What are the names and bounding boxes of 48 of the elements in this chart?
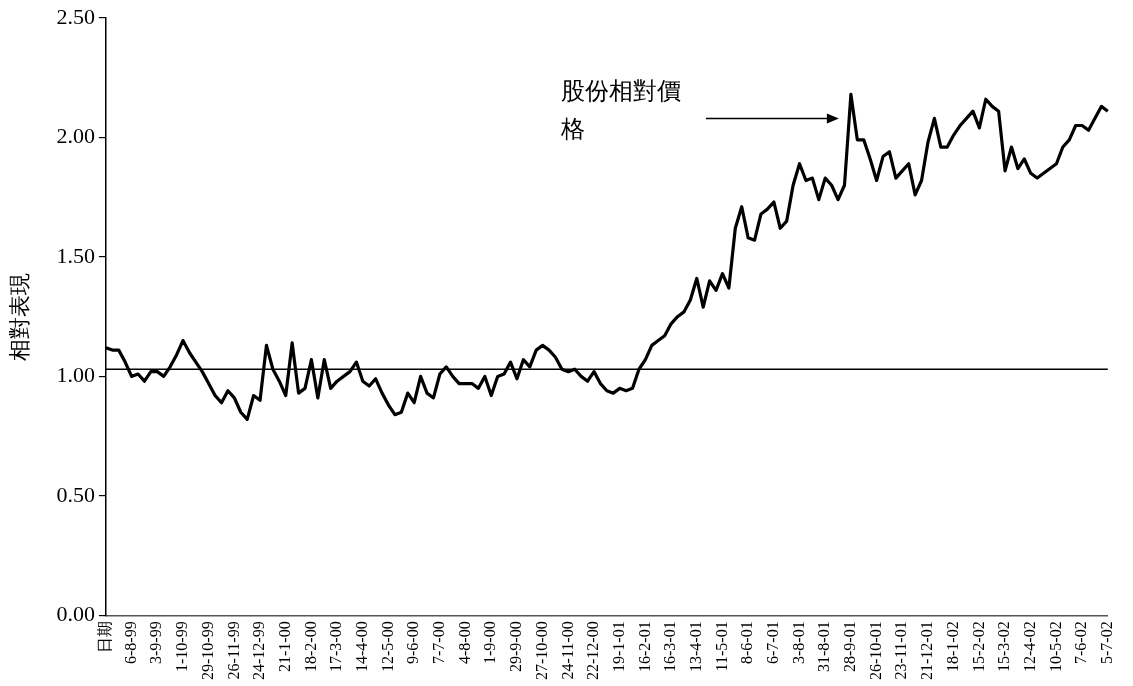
x-tick-label: 6-7-01 [764,621,782,664]
x-tick-label: 22-12-00 [584,621,602,680]
y-tick-label: 1.50 [56,242,95,268]
x-tick-label: 16-2-01 [635,621,653,672]
y-tick-label: 0.00 [56,601,95,627]
x-tick-label: 27-10-00 [532,621,550,680]
y-tick-label: 0.50 [56,481,95,507]
x-tick-label: 14-4-00 [353,621,370,672]
x-tick-label: 29-10-99 [198,621,216,680]
x-tick-label: 6-8-99 [121,621,139,664]
x-tick-label: 21-12-01 [918,621,936,680]
x-tick-label: 18-1-02 [943,621,961,672]
x-tick-label: 28-9-01 [841,621,859,672]
x-tick-label: 18-2-00 [301,621,319,672]
x-tick-label: 15-3-02 [995,621,1013,672]
x-tick-label: 10-5-02 [1046,621,1064,672]
x-tick-label: 23-11-01 [892,621,910,680]
x-tick-label: 31-8-01 [815,621,833,672]
x-tick-label: 7-6-02 [1072,621,1090,664]
x-tick-label: 1-9-00 [481,621,499,664]
x-tick-label: 9-6-00 [404,621,422,664]
x-tick-label: 12-4-02 [1020,621,1038,672]
x-tick-label: 11-5-01 [712,621,730,672]
x-tick-label: 24-12-99 [250,621,268,680]
x-tick-label: 1-10-99 [173,621,191,672]
x-tick-label: 5-7-02 [1098,621,1115,664]
x-tick-label: 12-5-00 [378,621,396,672]
x-tick-label: 3-8-01 [789,621,807,664]
y-tick-label: 2.00 [56,123,95,149]
text: 股份相對價格 [559,76,681,143]
x-tick-label: 3-9-99 [147,621,165,664]
x-tick-label: 8-6-01 [738,621,756,664]
x-tick-label: 7-7-00 [430,621,448,664]
x-tick-label: 16-3-01 [661,621,679,672]
x-tick-label: 29-9-00 [507,621,525,672]
x-tick-label: 13-4-01 [686,621,704,672]
y-tick-label: 1.00 [56,362,95,388]
x-tick-label: 4-8-00 [455,621,473,664]
x-tick-label: 26-10-01 [866,621,884,680]
x-tick-label: 26-11-99 [224,621,242,680]
x-tick-label: 21-1-00 [275,621,293,672]
x-tick-label: 24-11-00 [558,621,576,680]
x-tick-label: 日期 [96,621,114,654]
y-axis-title: 相對表現 [6,272,32,361]
y-tick-label: 2.50 [56,3,95,29]
x-tick-label: 15-2-02 [969,621,987,672]
x-tick-label: 19-1-01 [609,621,627,672]
x-tick-label: 17-3-00 [327,621,345,672]
